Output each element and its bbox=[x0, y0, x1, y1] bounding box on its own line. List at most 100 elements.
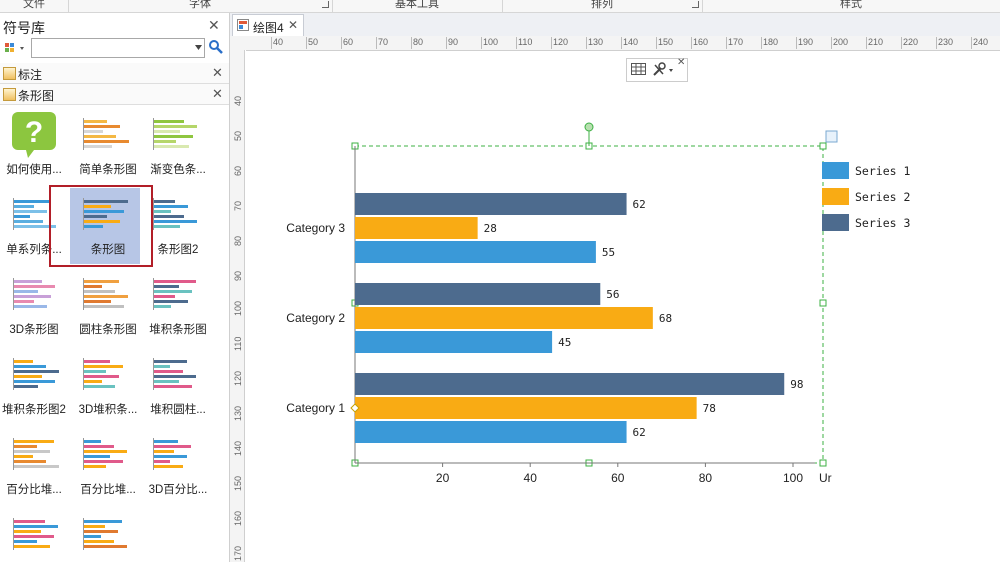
ribbon-group-style[interactable]: 样式 bbox=[702, 0, 1000, 12]
bar-chart[interactable]: 98 78 62 Category 1 56 68 45 Category 2 62 28 55 Ca… bbox=[245, 51, 1000, 562]
library-menu-button[interactable] bbox=[3, 40, 27, 56]
library-item[interactable]: 3D百分比... bbox=[140, 428, 210, 504]
category-bar-chart[interactable]: 条形图 ✕ bbox=[0, 84, 229, 105]
data-label: 68 bbox=[659, 312, 672, 325]
data-label: 28 bbox=[484, 222, 497, 235]
library-search-input[interactable] bbox=[31, 38, 205, 58]
ribbon-group-file[interactable]: 文件 bbox=[0, 0, 69, 12]
library-item[interactable]: 条形图2 bbox=[140, 188, 210, 264]
library-item-label: 条形图2 bbox=[157, 244, 199, 256]
ruler-tick-label: 50 bbox=[305, 37, 319, 49]
library-item-label: 条形图 bbox=[90, 244, 126, 256]
category-label: 标注 bbox=[18, 68, 43, 82]
library-item[interactable]: 简单条形图 bbox=[70, 108, 140, 184]
data-label: 45 bbox=[558, 336, 571, 349]
ruler-tick-label: 150 bbox=[655, 37, 674, 49]
bar-3-cat2[interactable] bbox=[355, 283, 601, 305]
library-item[interactable]: 条形图 bbox=[49, 185, 153, 267]
bar-1-cat3[interactable] bbox=[355, 241, 596, 263]
library-title: 符号库 bbox=[3, 20, 45, 36]
bar-3-cat1[interactable] bbox=[355, 373, 785, 395]
bar-1-cat1[interactable] bbox=[355, 421, 627, 443]
dialog-launcher-icon[interactable] bbox=[692, 1, 699, 8]
library-item-label: 渐变色条... bbox=[150, 164, 206, 176]
ribbon-group-label: 排列 bbox=[591, 0, 613, 10]
symbol-library-panel: 符号库 ✕ 标注 ✕ 条形图 ✕ ? 如何使用... 简单条形图 渐变色条... 单系列… bbox=[0, 13, 230, 562]
bar-3-cat3[interactable] bbox=[355, 193, 627, 215]
library-item[interactable]: ? 如何使用... bbox=[0, 108, 70, 184]
close-toolbar-icon[interactable]: ✕ bbox=[677, 57, 686, 68]
rotate-handle[interactable] bbox=[584, 122, 594, 132]
data-label: 98 bbox=[790, 378, 803, 391]
ruler-tick-label: 90 bbox=[445, 37, 459, 49]
ribbon-group-font[interactable]: 字体 bbox=[68, 0, 333, 12]
category-label: Category 1 bbox=[286, 401, 345, 415]
close-category-icon[interactable]: ✕ bbox=[212, 65, 223, 80]
chevron-down-icon[interactable] bbox=[195, 45, 202, 50]
bar-2-cat1[interactable] bbox=[355, 397, 697, 419]
ruler-tick-label: 60 bbox=[340, 37, 354, 49]
ribbon-group-label: 基本工具 bbox=[395, 0, 439, 10]
control-point[interactable] bbox=[350, 403, 360, 413]
tools-icon[interactable] bbox=[652, 62, 674, 77]
resize-handle[interactable] bbox=[819, 299, 827, 307]
library-item[interactable] bbox=[0, 508, 70, 584]
ruler-tick-label: 150 bbox=[233, 475, 243, 491]
library-item-label: 百分比堆... bbox=[6, 484, 62, 496]
ruler-tick-label: 50 bbox=[233, 130, 243, 141]
library-item[interactable]: 堆积条形图 bbox=[140, 268, 210, 344]
ruler-tick-label: 160 bbox=[233, 510, 243, 526]
ribbon-group-basic-tools[interactable]: 基本工具 bbox=[332, 0, 503, 12]
cylinder-bar-icon bbox=[78, 272, 132, 316]
chart-floating-toolbar: ✕ bbox=[626, 57, 688, 82]
library-item-label: 百分比堆... bbox=[80, 484, 136, 496]
library-item[interactable]: 渐变色条... bbox=[140, 108, 210, 184]
category-label: Category 2 bbox=[286, 311, 345, 325]
ruler-tick-label: 70 bbox=[375, 37, 389, 49]
category-callout[interactable]: 标注 ✕ bbox=[0, 63, 229, 84]
library-item-label: 圆柱条形图 bbox=[79, 324, 137, 336]
resize-handle[interactable] bbox=[819, 142, 827, 150]
tab-drawing4[interactable]: 绘图4 ✕ bbox=[232, 14, 304, 37]
bar-2-cat3[interactable] bbox=[355, 217, 478, 239]
ruler-tick-label: 190 bbox=[795, 37, 814, 49]
data-label: 56 bbox=[606, 288, 619, 301]
legend-label: Series 2 bbox=[855, 190, 910, 204]
search-icon[interactable] bbox=[208, 39, 224, 55]
ruler-tick-label: 220 bbox=[900, 37, 919, 49]
ruler-tick-label: 170 bbox=[725, 37, 744, 49]
gradient-bar-icon bbox=[148, 112, 202, 156]
stacked-bar-icon bbox=[148, 272, 202, 316]
vertical-ruler: 40 50 60 70 80 90 100 110 120 130 140 150 160 170 bbox=[230, 50, 245, 562]
ruler-tick-label: 240 bbox=[970, 37, 989, 49]
ruler-tick-label: 70 bbox=[233, 200, 243, 211]
x-tick-label: 20 bbox=[436, 471, 450, 485]
library-item[interactable]: 圆柱条形图 bbox=[70, 268, 140, 344]
close-library-icon[interactable]: ✕ bbox=[208, 17, 220, 33]
dialog-launcher-icon[interactable] bbox=[322, 1, 329, 8]
chart-menu-icon[interactable] bbox=[825, 130, 838, 143]
table-icon[interactable] bbox=[631, 63, 647, 76]
bar-3d-icon bbox=[8, 272, 62, 316]
library-item[interactable]: 堆积圆柱... bbox=[140, 348, 210, 424]
library-item[interactable]: 3D堆积条... bbox=[70, 348, 140, 424]
library-item-label: 3D堆积条... bbox=[78, 404, 138, 416]
drawing-canvas[interactable] bbox=[245, 51, 1000, 562]
resize-handle[interactable] bbox=[819, 459, 827, 467]
bar-2-cat2[interactable] bbox=[355, 307, 653, 329]
library-item[interactable]: 百分比堆... bbox=[70, 428, 140, 504]
library-item[interactable]: 3D条形图 bbox=[0, 268, 70, 344]
ruler-tick-label: 100 bbox=[480, 37, 499, 49]
library-item[interactable]: 百分比堆... bbox=[0, 428, 70, 504]
ruler-tick-label: 110 bbox=[233, 336, 243, 351]
library-item[interactable] bbox=[70, 508, 140, 584]
library-item[interactable]: 堆积条形图2 bbox=[0, 348, 70, 424]
ruler-tick-label: 140 bbox=[620, 37, 639, 49]
selection-highlight bbox=[49, 185, 153, 267]
ribbon-group-label: 样式 bbox=[840, 0, 862, 10]
library-item[interactable]: 单系列条... bbox=[0, 188, 70, 264]
close-tab-icon[interactable]: ✕ bbox=[288, 18, 299, 32]
close-category-icon[interactable]: ✕ bbox=[212, 86, 223, 101]
ribbon-group-arrange[interactable]: 排列 bbox=[502, 0, 703, 12]
bar-1-cat2[interactable] bbox=[355, 331, 553, 353]
